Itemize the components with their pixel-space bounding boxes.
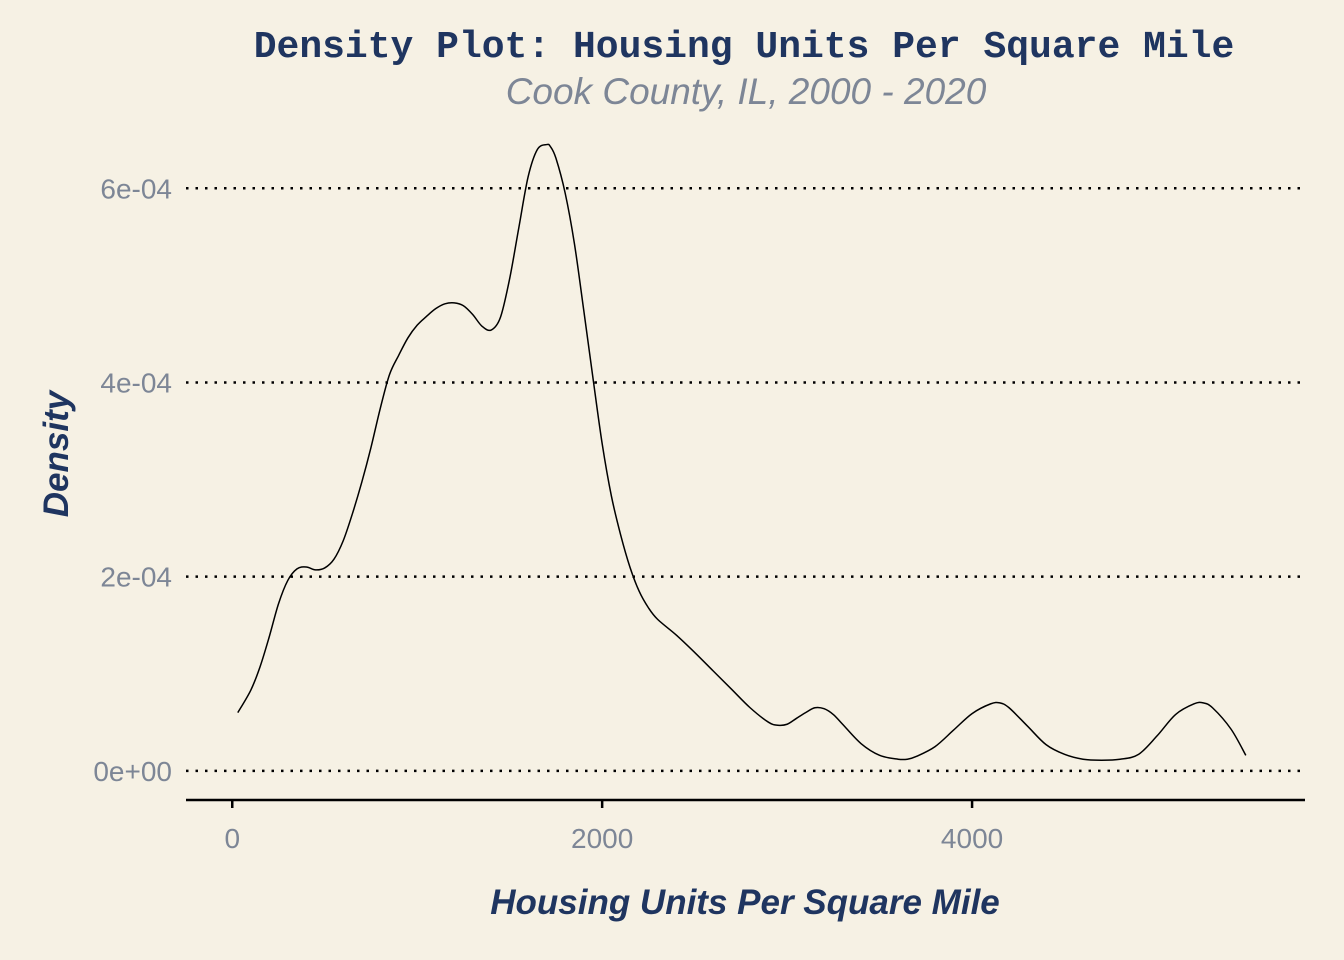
y-tick-label: 2e-04	[100, 562, 172, 593]
x-tick-label: 4000	[941, 823, 1003, 854]
y-tick-label: 4e-04	[100, 367, 172, 398]
x-tick-label: 0	[224, 823, 240, 854]
y-axis-ticks: 0e+00 2e-04 4e-04 6e-04	[93, 173, 172, 787]
density-curve	[237, 143, 1247, 761]
x-axis-title: Housing Units Per Square Mile	[490, 883, 1000, 922]
y-tick-label: 6e-04	[100, 173, 172, 204]
gridlines	[186, 187, 1305, 773]
y-tick-label: 0e+00	[93, 756, 172, 787]
x-axis-ticks: 0 2000 4000	[224, 800, 1003, 854]
x-tick-label: 2000	[571, 823, 633, 854]
chart-subtitle: Cook County, IL, 2000 - 2020	[506, 71, 987, 112]
chart-title: Density Plot: Housing Units Per Square M…	[254, 26, 1235, 69]
y-axis-title: Density	[37, 389, 76, 517]
